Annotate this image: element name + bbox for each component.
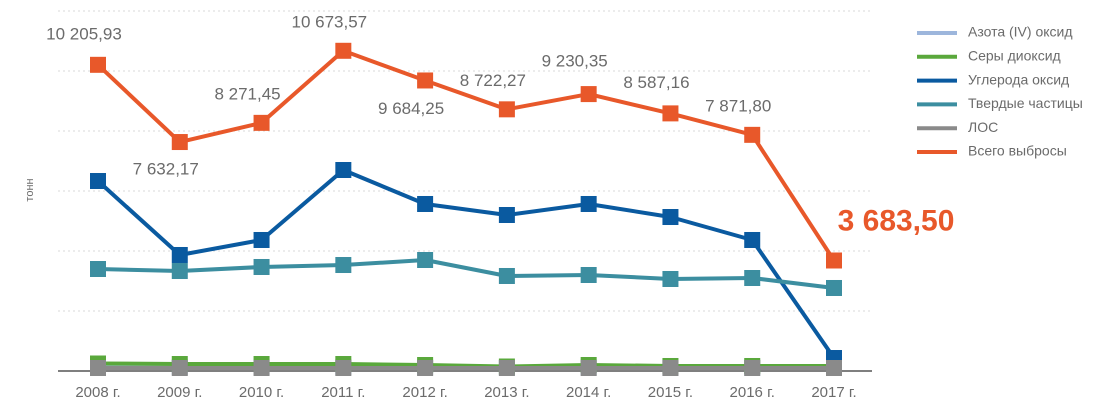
data-label: 9 230,35 <box>542 52 608 71</box>
point-marker <box>417 72 434 89</box>
point-marker <box>826 360 842 376</box>
point-marker <box>744 270 761 286</box>
legend-label: Углерода оксид <box>968 71 1069 87</box>
x-tick-label: 2012 г. <box>402 384 447 401</box>
point-marker <box>335 257 352 274</box>
point-marker <box>90 261 106 277</box>
point-marker <box>498 360 515 376</box>
data-label: 10 673,57 <box>292 12 368 31</box>
point-marker <box>90 360 106 376</box>
point-marker <box>171 246 188 263</box>
point-marker <box>662 209 679 226</box>
point-marker <box>171 134 188 151</box>
data-label: 8 271,45 <box>214 84 280 103</box>
point-marker <box>580 86 597 103</box>
data-label: 9 684,25 <box>378 99 444 118</box>
point-marker <box>580 360 597 376</box>
point-marker <box>744 231 761 248</box>
point-marker <box>826 279 842 296</box>
point-marker <box>744 360 761 376</box>
point-marker <box>335 162 352 178</box>
point-marker <box>90 173 106 190</box>
point-marker <box>417 360 434 376</box>
series-line <box>96 48 836 262</box>
point-marker <box>171 263 188 280</box>
data-label: 7 871,80 <box>705 96 771 115</box>
point-marker <box>417 252 434 268</box>
point-marker <box>662 270 679 287</box>
point-marker <box>335 360 352 376</box>
point-marker <box>580 195 597 212</box>
legend-label: Серы диоксид <box>968 48 1061 64</box>
series-line <box>97 258 835 290</box>
point-marker <box>253 114 270 131</box>
data-label: 7 632,17 <box>133 160 199 179</box>
point-marker <box>171 360 188 376</box>
point-marker <box>253 258 270 275</box>
series-line <box>97 361 834 369</box>
point-marker <box>253 360 270 376</box>
x-tick-label: 2017 г. <box>811 384 856 401</box>
point-marker <box>498 207 515 223</box>
data-label: 8 587,16 <box>623 73 689 92</box>
x-tick-label: 2015 г. <box>648 384 693 401</box>
x-tick-label: 2013 г. <box>484 384 529 401</box>
x-tick-label: 2016 г. <box>730 384 775 401</box>
point-marker <box>662 360 679 376</box>
point-marker <box>580 267 597 283</box>
point-marker <box>826 252 842 269</box>
point-marker <box>498 101 515 118</box>
point-marker <box>90 56 106 73</box>
legend-label: Твердые частицы <box>968 95 1083 111</box>
x-tick-label: 2011 г. <box>321 384 365 401</box>
x-tick-label: 2008 г. <box>75 384 120 401</box>
legend-label: Всего выбросы <box>968 143 1067 159</box>
legend-label: ЛОС <box>968 119 998 135</box>
point-marker <box>498 267 515 284</box>
x-tick-label: 2009 г. <box>157 384 202 401</box>
data-label: 10 205,93 <box>46 24 122 43</box>
series-line <box>96 168 836 360</box>
x-tick-label: 2014 г. <box>566 384 611 401</box>
x-tick-label: 2010 г. <box>239 384 284 401</box>
data-label: 3 683,50 <box>838 204 955 237</box>
legend-label: Азота (IV) оксид <box>968 24 1073 40</box>
point-marker <box>417 195 434 212</box>
point-marker <box>335 42 352 59</box>
point-marker <box>253 231 270 248</box>
point-marker <box>744 126 761 143</box>
point-marker <box>662 105 679 122</box>
y-axis-label: тонн <box>24 178 36 201</box>
data-label: 8 722,27 <box>460 71 526 90</box>
